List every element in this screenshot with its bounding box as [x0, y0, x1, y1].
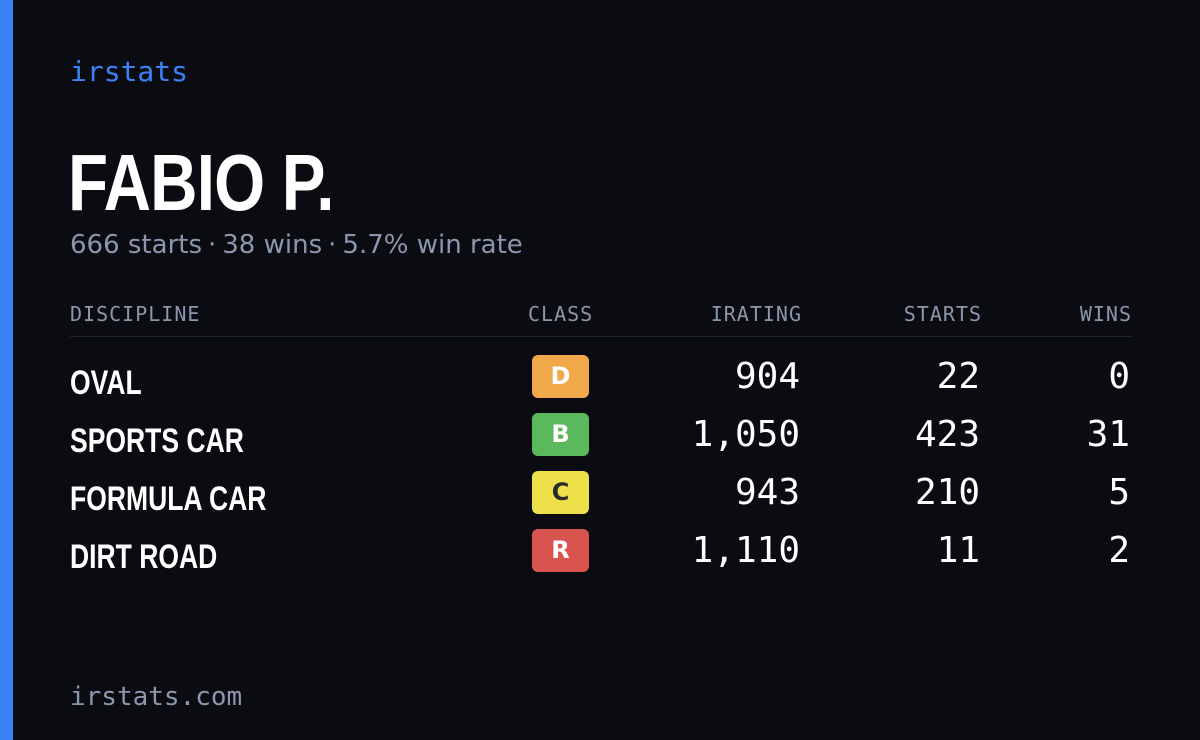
starts-value: 210 [914, 472, 980, 513]
license-class-badge: B [532, 413, 589, 456]
discipline-name: FORMULA CAR [70, 480, 267, 518]
irating-value: 943 [734, 472, 800, 513]
column-header-irating: IRATING [710, 302, 802, 326]
wins-value: 5 [1108, 472, 1130, 513]
footer-url: irstats.com [70, 682, 243, 712]
starts-value: 22 [936, 356, 980, 397]
column-header-discipline: DISCIPLINE [70, 302, 201, 326]
table-header-row: DISCIPLINE CLASS IRATING STARTS WINS [70, 296, 1132, 337]
wins-value: 31 [1086, 414, 1130, 455]
summary-starts: 666 starts [70, 230, 202, 260]
discipline-stats-table: DISCIPLINE CLASS IRATING STARTS WINS OVA… [70, 296, 1132, 585]
discipline-name: OVAL [70, 364, 142, 402]
license-class-badge: D [532, 355, 589, 398]
summary-separator: · [328, 230, 337, 260]
table-body: OVAL D 904 22 0 SPORTS CAR B 1,050 423 3… [70, 353, 1132, 585]
player-summary: 666 starts · 38 wins · 5.7% win rate [70, 228, 523, 262]
irating-value: 1,050 [691, 414, 800, 455]
column-header-starts: STARTS [903, 302, 982, 326]
accent-bar [0, 0, 13, 740]
table-row: SPORTS CAR B 1,050 423 31 [70, 411, 1132, 469]
discipline-name: DIRT ROAD [70, 538, 218, 576]
table-row: OVAL D 904 22 0 [70, 353, 1132, 411]
irating-value: 1,110 [691, 530, 800, 571]
summary-win-rate: 5.7% win rate [342, 230, 523, 260]
wins-value: 0 [1108, 356, 1130, 397]
discipline-name: SPORTS CAR [70, 422, 244, 460]
starts-value: 11 [936, 530, 980, 571]
brand-logo-text: irstats [70, 55, 189, 88]
summary-separator: · [208, 230, 217, 260]
irating-value: 904 [734, 356, 800, 397]
table-row: FORMULA CAR C 943 210 5 [70, 469, 1132, 527]
license-class-badge: C [532, 471, 589, 514]
table-row: DIRT ROAD R 1,110 11 2 [70, 527, 1132, 585]
starts-value: 423 [914, 414, 980, 455]
summary-wins: 38 wins [222, 230, 323, 260]
player-name: FABIO P. [68, 138, 334, 227]
column-header-wins: WINS [1079, 302, 1132, 326]
column-header-class: CLASS [528, 302, 594, 326]
license-class-badge: R [532, 529, 589, 572]
wins-value: 2 [1108, 530, 1130, 571]
